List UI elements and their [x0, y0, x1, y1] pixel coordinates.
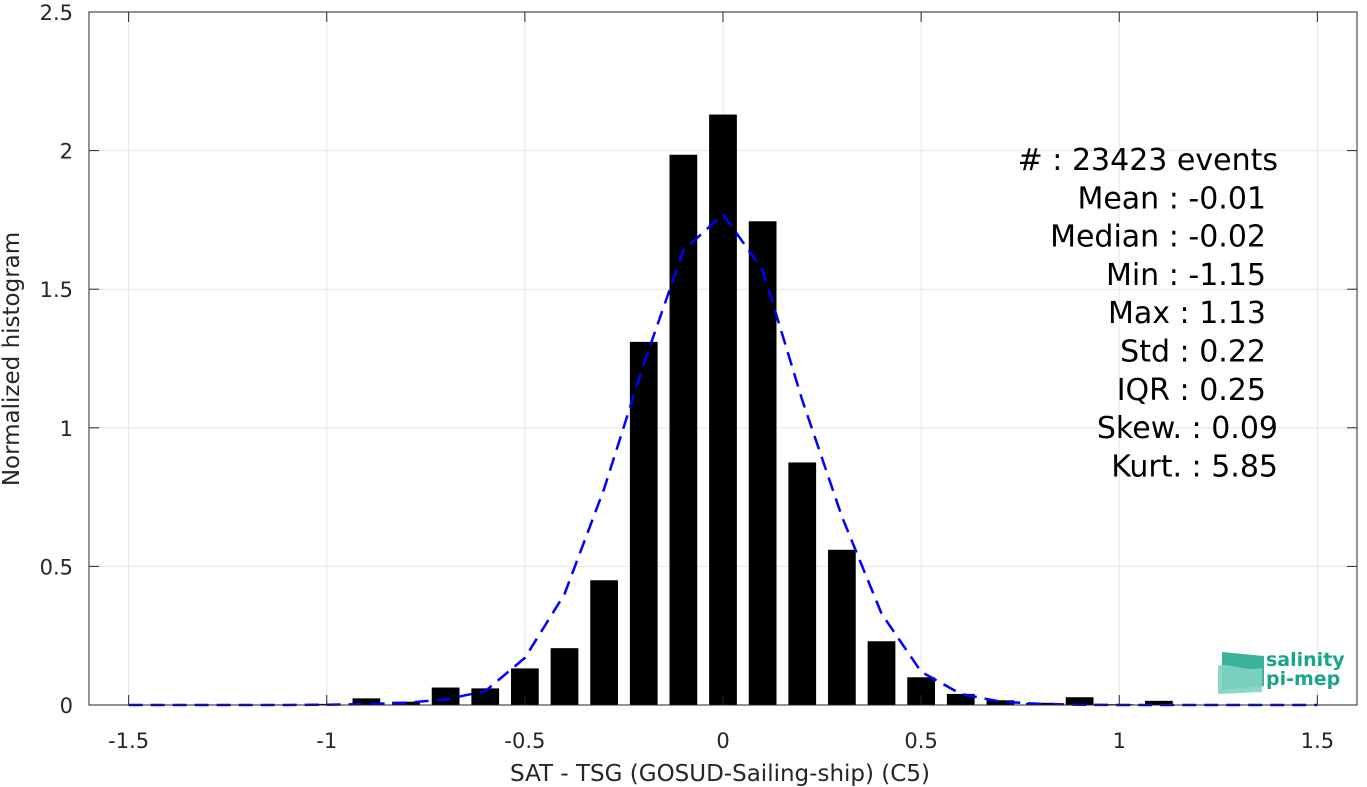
histogram-bar [709, 114, 737, 705]
ticks: -1.5 -1 -0.5 0 0.5 1 1.5 0 0.5 1 1.5 2 2.5 [40, 1, 1357, 753]
salinity-pi-mep-logo: salinity pi-mep [1218, 649, 1345, 694]
histogram-bar [352, 698, 381, 705]
histogram-bar [748, 221, 777, 705]
x-axis-label: SAT - TSG (GOSUD-Sailing-ship) (C5) [510, 761, 930, 787]
histogram-bar [946, 693, 975, 705]
histogram-bar [669, 154, 698, 705]
x-tick-label: 1 [1113, 729, 1126, 753]
x-tick-label: -0.5 [504, 729, 545, 753]
x-tick-label: 1.5 [1301, 729, 1334, 753]
stat-line: Skew. : 0.09 [1097, 411, 1278, 446]
logo-line1: salinity [1266, 649, 1345, 671]
histogram-bar [1065, 697, 1094, 705]
histogram-bar [1145, 700, 1173, 705]
y-tick-label: 2.5 [40, 1, 73, 25]
stat-line: Min : -1.15 [1106, 258, 1266, 293]
stat-line: Std : 0.22 [1120, 335, 1266, 370]
histogram-bar [788, 462, 817, 705]
stat-line: Median : -0.02 [1050, 220, 1266, 255]
x-tick-label: -1.5 [108, 729, 149, 753]
logo-line2: pi-mep [1266, 668, 1340, 690]
stat-line: # : 23423 events [1018, 143, 1278, 178]
bars [273, 114, 1173, 705]
logo-wave-icon-2 [1218, 665, 1262, 694]
y-tick-label: 2 [60, 140, 73, 164]
histogram-bar [828, 549, 856, 705]
histogram-bar [986, 700, 1015, 705]
histogram-bar [471, 688, 500, 705]
stat-line: IQR : 0.25 [1117, 373, 1266, 408]
stat-line: Max : 1.13 [1108, 296, 1266, 331]
y-tick-label: 0 [60, 694, 73, 718]
x-tick-label: 0 [716, 729, 729, 753]
histogram-bar [431, 687, 460, 705]
y-tick-label: 1.5 [40, 278, 73, 302]
stat-line: Kurt. : 5.85 [1111, 449, 1278, 484]
histogram-bar [550, 648, 579, 705]
y-tick-label: 1 [60, 417, 73, 441]
x-tick-label: -1 [316, 729, 337, 753]
stat-line: Mean : -0.01 [1077, 181, 1266, 216]
histogram-bar [590, 580, 618, 705]
y-tick-label: 0.5 [40, 555, 73, 579]
x-tick-label: 0.5 [904, 729, 937, 753]
y-axis-label: Normalized histogram [0, 232, 25, 486]
histogram-bar [867, 641, 896, 705]
histogram-bar [629, 341, 658, 705]
